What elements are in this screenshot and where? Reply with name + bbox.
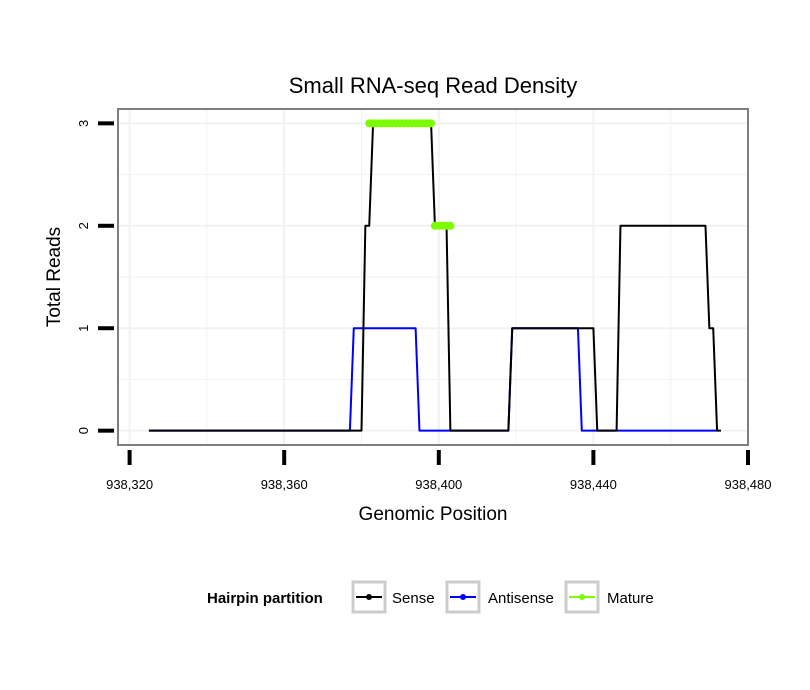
legend-key-point xyxy=(460,594,466,600)
y-tick-label: 3 xyxy=(76,120,91,127)
legend: Hairpin partition Sense Antisense Mature xyxy=(207,580,654,614)
x-axis-title: Genomic Position xyxy=(359,504,508,525)
y-tick-label: 0 xyxy=(76,427,91,434)
legend-label-sense: Sense xyxy=(392,590,435,607)
x-tick-label: 938,320 xyxy=(106,477,153,492)
series-line-sense xyxy=(148,122,721,432)
x-tick-label: 938,400 xyxy=(415,477,462,492)
legend-key-point xyxy=(366,594,372,600)
chart-title: Small RNA-seq Read Density xyxy=(289,73,578,98)
x-tick-label: 938,440 xyxy=(570,477,617,492)
panel-border xyxy=(117,108,749,446)
legend-key-point xyxy=(579,594,585,600)
legend-item-antisense[interactable]: Antisense xyxy=(445,580,554,614)
legend-item-mature[interactable]: Mature xyxy=(564,580,654,614)
legend-label-antisense: Antisense xyxy=(488,590,554,607)
mature-point xyxy=(427,119,436,128)
y-axis-title: Total Reads xyxy=(44,227,65,327)
x-tick-label: 938,480 xyxy=(725,477,772,492)
x-tick-label: 938,360 xyxy=(261,477,308,492)
y-tick-label: 2 xyxy=(76,222,91,229)
legend-label-mature: Mature xyxy=(607,590,654,607)
y-tick-label: 1 xyxy=(76,325,91,332)
axes: 938,320 938,360 938,400 938,440 938,480 0 1 2 3 xyxy=(76,120,772,492)
mature-point xyxy=(446,221,455,230)
legend-title: Hairpin partition xyxy=(207,590,323,607)
legend-item-sense[interactable]: Sense xyxy=(351,580,435,614)
series-layer xyxy=(148,119,721,432)
